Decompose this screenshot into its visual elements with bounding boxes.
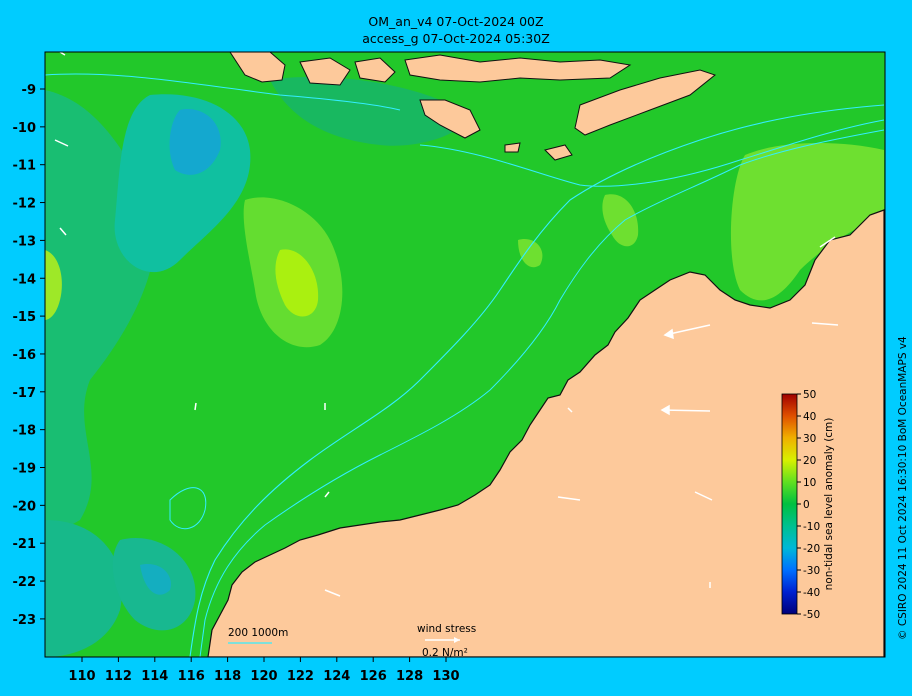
wind-arrow [59,227,67,236]
anomaly-region-north [270,76,464,146]
wind-arrow [324,589,341,597]
land-island-timor [574,69,717,136]
map-title-line1: OM_an_v4 07-Oct-2024 00Z [368,14,544,29]
colorbar-tick-label: 20 [803,455,816,467]
y-tick-label: -10 [13,121,37,136]
y-tick-label: -22 [13,575,37,590]
y-tick-label: -12 [13,197,37,212]
colorbar-tick-label: 50 [803,389,816,401]
x-tick-label: 130 [432,669,459,684]
map-title-line2: access_g 07-Oct-2024 05:30Z [362,31,550,46]
x-tick-label: 126 [360,669,387,684]
x-tick-label: 114 [141,669,168,684]
y-tick-label: -18 [13,424,37,439]
anomaly-high-peak [275,249,319,317]
land-island-small [544,144,573,161]
y-tick-label: -13 [13,234,37,249]
x-tick-label: 116 [178,669,205,684]
wind-arrow [194,402,197,411]
land-island-tiny [504,142,521,153]
colorbar-tick-label: 10 [803,477,816,489]
wind-arrow-head [663,328,674,340]
y-tick-label: -23 [13,613,37,628]
y-axis: -9 -10 -11 -12 -13 -14 -15 -16 -17 -18 -19 -20 -21 -2… [13,83,45,628]
land-island-sumba [419,99,481,139]
land-island-1 [229,52,286,83]
wind-legend-scale: 0.2 N/m² [422,647,468,659]
anomaly-low-center [169,109,221,175]
wind-legend-arrow-head [454,637,460,643]
anomaly-high-west [45,250,62,320]
x-tick-label: 128 [396,669,423,684]
colorbar-tick-label: -30 [803,565,820,577]
y-tick-label: -20 [13,499,37,514]
isobath-1000m [189,104,885,657]
y-tick-label: -16 [13,348,37,363]
x-tick-label: 118 [214,669,241,684]
colorbar-tick-label: -10 [803,521,820,533]
anomaly-high-tiny [518,239,543,268]
colorbar [781,393,798,615]
isobath-200m [199,129,885,657]
x-tick-label: 124 [323,669,350,684]
wind-arrow [324,491,330,498]
wind-legend-label: wind stress [417,623,476,635]
x-tick-label: 110 [68,669,95,684]
isobath-north [45,73,401,111]
y-tick-label: -11 [13,159,37,174]
colorbar-tick-label: 0 [803,499,810,511]
x-tick-label: 120 [250,669,277,684]
wind-arrow [54,139,69,147]
wind-arrow [567,407,573,413]
anomaly-low-south [140,564,171,595]
colorbar-tick-label: 40 [803,411,816,423]
x-axis: 110 112 114 116 118 120 122 124 126 128 130 [68,657,460,684]
wind-arrow-head [660,404,670,416]
anomaly-high-east [730,143,884,301]
colorbar-tick-label: -50 [803,609,820,621]
isobath-seamount [169,487,207,530]
ocean-field: 200 1000m wind stress 0.2 N/m² 50 40 30 20 1… [45,52,885,659]
wind-arrow [819,236,836,248]
colorbar-tick-label: -40 [803,587,820,599]
land-australia [207,209,885,657]
isobath-north-east [419,119,885,187]
y-tick-label: -21 [13,537,37,552]
colorbar-tick-label: 30 [803,433,816,445]
credit-text: © CSIRO 2024 11 Oct 2024 16:30:10 BoM Oc… [897,336,909,640]
land-island-chain [404,54,632,83]
wind-stress-arrows [54,52,839,597]
anomaly-high-small [602,194,639,247]
isobath-legend-label: 200 1000m [228,627,288,639]
x-tick-label: 122 [287,669,314,684]
y-tick-label: -19 [13,462,37,477]
colorbar-ticks: 50 40 30 20 10 0 -10 -20 -30 -40 -50 [797,389,820,621]
y-tick-label: -15 [13,310,37,325]
y-tick-label: -17 [13,386,37,401]
land-island-2 [299,57,351,86]
colorbar-label: non-tidal sea level anomaly (cm) [823,418,835,591]
colorbar-tick-label: -20 [803,543,820,555]
x-tick-label: 112 [105,669,132,684]
y-tick-label: -9 [22,83,36,98]
land-island-3 [354,57,396,83]
wind-arrow [694,491,713,501]
wind-arrow [811,322,839,326]
wind-arrow [661,409,711,412]
map-frame [44,51,886,658]
y-tick-label: -14 [13,272,37,287]
anomaly-region-southwest [45,520,122,657]
wind-arrow [557,496,581,501]
